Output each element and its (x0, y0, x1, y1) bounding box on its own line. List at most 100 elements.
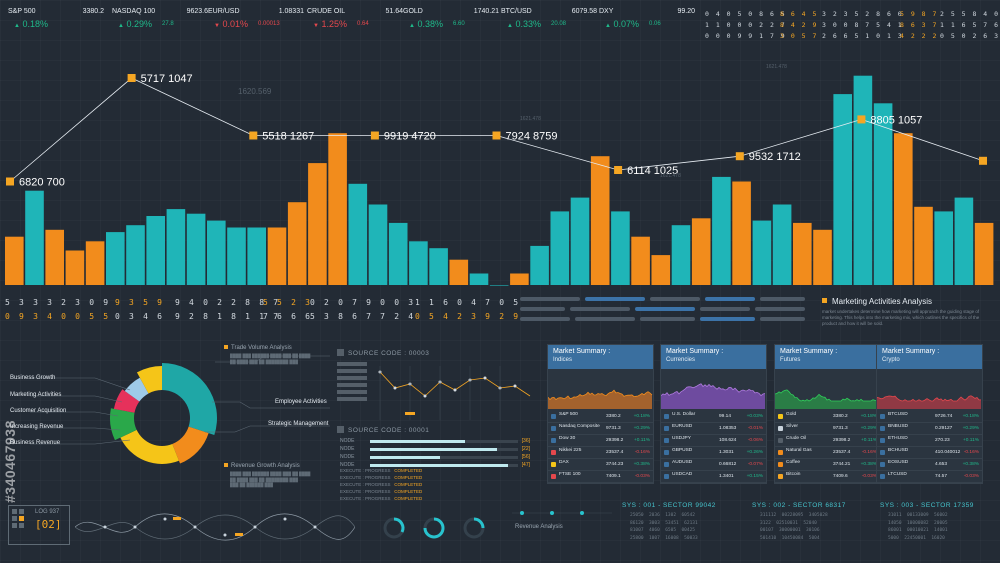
market-value: 270.23 (935, 438, 950, 443)
market-name: Dow 30 (559, 436, 576, 441)
ticker-item[interactable]: BTC/USD 6079.58 ▲ 0.33% 20.08 (501, 6, 597, 34)
market-row[interactable]: Crude Oil 29398.2 +0.11% (775, 435, 880, 447)
card-subtitle: Crypto (882, 357, 900, 363)
market-row[interactable]: USDCAD 1.3401 +0.15% (661, 471, 766, 483)
donut-connector-lines (30, 355, 330, 445)
chart-point (857, 115, 866, 124)
market-summary-card[interactable]: Market Summary : Futures Gold 3380.2 +0.18% S… (774, 344, 881, 484)
chart-bar (813, 229, 832, 285)
market-name: AUDUSD (672, 460, 693, 465)
donut-segment (120, 429, 179, 464)
status-text: EXECUTE : PROGRESS (340, 489, 391, 494)
market-value: 74.57 (935, 474, 948, 479)
ticker-item[interactable]: DXY 99.20 ▲ 0.07% 0.06 (599, 6, 695, 34)
ticker-name: BTC/USD (501, 8, 532, 15)
ticker-item[interactable]: S&P 500 3380.2 ▲ 0.18% (8, 6, 104, 34)
node-progress-bar (370, 456, 440, 459)
market-row[interactable]: GBPUSD 1.3031 +0.26% (661, 447, 766, 459)
chart-bar (207, 220, 226, 285)
ticker-digits-1: 0 4 0 5 0 8 6 5 1 1 0 0 0 2 2 7 0 0 0 9 … (705, 10, 787, 40)
market-row[interactable]: LTCUSD 74.57 -0.03% (877, 471, 982, 483)
chart-bar (732, 181, 751, 285)
market-row[interactable]: EOSUSD 4.653 +0.38% (877, 459, 982, 471)
ticker-sub: 27.8 (162, 21, 174, 27)
chart-point-label: 6114 1025 (627, 165, 678, 177)
revenue-growth-title: Revenue Growth Analysis (224, 463, 300, 469)
card-line (775, 389, 880, 402)
ticker-change: ▼ 0.01% (214, 19, 248, 29)
progress-pill (585, 297, 645, 301)
node-label: NODE (340, 438, 355, 444)
sys-panel-digits: 31011 00133009 56002 14050 10000082 2000… (888, 513, 948, 541)
market-row[interactable]: S&P 500 3380.2 +0.18% (548, 411, 653, 423)
market-name: USDCAD (672, 472, 693, 477)
chart-point-label: 5717 1047 (141, 73, 193, 85)
chart-bar (45, 229, 64, 285)
sys-panel-digits: 25050 2036 1302 60542 86120 3003 53451 6… (630, 513, 698, 541)
market-row[interactable]: Nasdaq Composite 9731.3 +0.29% (548, 423, 653, 435)
node-count: [56] (521, 454, 530, 460)
node-count: [47] (521, 462, 530, 468)
flag-icon (880, 474, 885, 479)
market-row[interactable]: Dow 30 29398.2 +0.11% (548, 435, 653, 447)
flag-icon (664, 414, 669, 419)
digit-strip: 1 1 6 0 4 7 0 5 0 5 4 2 3 9 2 9 (415, 298, 521, 321)
market-row[interactable]: BTCUSD 9726.74 +0.18% (877, 411, 982, 423)
card-rows: BTCUSD 9726.74 +0.18% BNBUSD 0.29127 +0.29% ET… (877, 411, 982, 483)
ticker-item[interactable]: EUR/USD 1.08331 ▼ 0.01% 0.00013 (208, 6, 304, 34)
donut-label: Business Revenue (10, 440, 61, 446)
market-row[interactable]: Natural Gas 23537.4 -0.16% (775, 447, 880, 459)
chart-bar (530, 245, 549, 285)
market-name: Nikkei 225 (559, 448, 582, 453)
market-row[interactable]: Nikkei 225 23537.4 -0.16% (548, 447, 653, 459)
market-row[interactable]: BNBUSD 0.29127 +0.29% (877, 423, 982, 435)
market-row[interactable]: Silver 9731.3 +0.29% (775, 423, 880, 435)
node-count: [22] (521, 446, 530, 452)
marketing-title: Marketing Activities Analysis (822, 297, 932, 306)
market-row[interactable]: U.S. Dollar 99.14 +0.03% (661, 411, 766, 423)
chart-bar (712, 176, 731, 285)
flag-icon (880, 414, 885, 419)
chart-bar (671, 225, 691, 285)
ticker-item[interactable]: GOLD 1740.21 ▲ 0.38% 6.60 (403, 6, 499, 34)
market-row[interactable]: BCHUSD 410.040012 -0.16% (877, 447, 982, 459)
progress-pill (755, 307, 805, 311)
market-change: +0.26% (746, 450, 763, 455)
market-value: 29398.2 (606, 438, 624, 443)
market-row[interactable]: Bitcoin 7409.6 -0.03% (775, 471, 880, 483)
chart-bar (328, 133, 347, 285)
chart-bar (510, 273, 529, 285)
chart-bar (388, 222, 408, 285)
card-subtitle: Indices (553, 357, 573, 363)
market-row[interactable]: FTSE 100 7409.1 -0.03% (548, 471, 653, 483)
market-row[interactable]: AUDUSD 0.66812 -0.07% (661, 459, 766, 471)
market-name: Coffee (786, 460, 801, 465)
market-summary-card[interactable]: Market Summary : Currencies U.S. Dollar 99.… (660, 344, 767, 484)
market-value: 1.3031 (719, 450, 734, 455)
chart-bar (247, 227, 266, 285)
ticker-name: EUR/USD (208, 8, 240, 15)
market-row[interactable]: USDJPY 108.624 -0.06% (661, 435, 766, 447)
ticker-item[interactable]: CRUDE OIL 51.64 ▼ 1.25% 0.64 (307, 6, 403, 34)
log-grid-icon (12, 509, 24, 528)
market-summary-card[interactable]: Market Summary : Crypto BTCUSD 9726.74 +0.18… (876, 344, 983, 484)
market-row[interactable]: EURUSD 1.08353 -0.01% (661, 423, 766, 435)
ticker-price: 6079.58 (571, 8, 597, 15)
market-name: Bitcoin (786, 472, 801, 477)
ticker-item[interactable]: NASDAQ 100 9623.6 ▲ 0.29% 27.8 (112, 6, 208, 34)
market-row[interactable]: Coffee 3744.21 +0.38% (775, 459, 880, 471)
chart-bar (570, 197, 590, 285)
status-row: EXECUTE : PROGRESS COMPLETED (340, 475, 530, 482)
market-row[interactable]: Gold 3380.2 +0.18% (775, 411, 880, 423)
market-row[interactable]: ETHUSD 270.23 +0.11% (877, 435, 982, 447)
market-row[interactable]: DAX 3744.23 +0.38% (548, 459, 653, 471)
flag-icon (551, 474, 556, 479)
flag-icon (880, 438, 885, 443)
market-name: ETHUSD (888, 436, 908, 441)
node-progress-bar (370, 464, 508, 467)
digit-strip: 5 5 2 3 7 6 6 6 (263, 298, 313, 321)
market-name: Silver (786, 424, 798, 429)
node-row: NODE [47] (340, 462, 530, 470)
market-summary-card[interactable]: Market Summary : Indices S&P 500 3380.2 +0.1… (547, 344, 654, 484)
market-value: 3380.2 (833, 414, 848, 419)
